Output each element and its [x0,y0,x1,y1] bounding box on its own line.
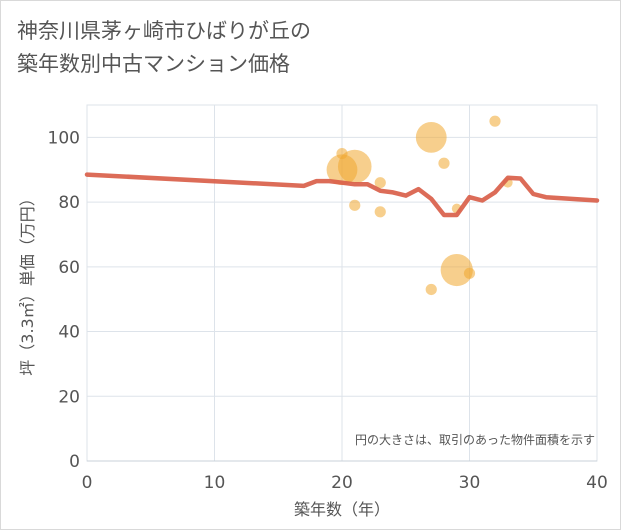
x-tick-label-1: 10 [204,473,226,493]
scatter-point-10 [440,253,473,287]
x-axis-label: 築年数（年） [294,500,390,519]
y-tick-label-5: 100 [48,128,80,148]
y-tick-label-0: 0 [69,452,80,472]
scatter-point-11 [463,267,476,279]
size-note: 円の大きさは、取引のあった物件面積を示す [355,432,595,447]
scatter-point-12 [489,115,501,127]
scatter-point-5 [374,206,386,218]
x-tick-label-2: 20 [331,473,353,493]
x-tick-label-3: 30 [459,473,481,493]
trend-line [84,172,600,218]
scatter-point-8 [438,157,450,169]
y-tick-label-4: 80 [58,193,80,213]
scatter-point-4 [374,177,386,189]
scatter-point-2 [337,149,372,184]
x-tick-label-4: 40 [586,473,608,493]
x-tick-label-0: 0 [82,473,93,493]
y-tick-label-3: 60 [58,258,80,278]
chart-title-line2: 築年数別中古マンション価格 [17,52,290,76]
scatter-point-6 [415,121,447,153]
scatter-point-3 [349,199,361,211]
chart-title-line1: 神奈川県茅ヶ崎市ひばりが丘の [17,19,311,43]
y-tick-label-1: 20 [58,387,80,407]
y-tick-label-2: 40 [58,323,80,343]
y-axis-label: 坪（3.3㎡）単価（万円） [18,190,37,375]
scatter-point-7 [425,283,437,296]
chart-title: 神奈川県茅ヶ崎市ひばりが丘の 築年数別中古マンション価格 [17,15,537,81]
